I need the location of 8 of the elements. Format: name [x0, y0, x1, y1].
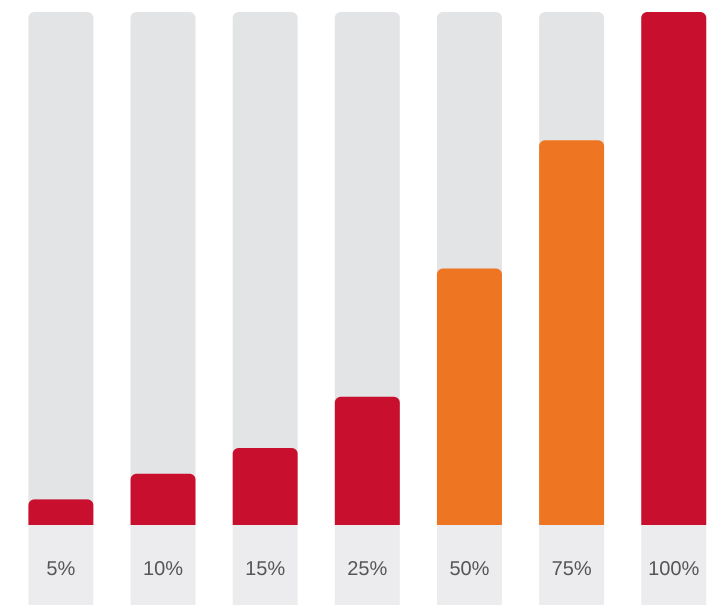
data-label: 5%	[46, 558, 76, 580]
data-label: 50%	[449, 558, 490, 580]
data-label: 100%	[648, 558, 700, 580]
data-label: 15%	[245, 558, 286, 580]
bar	[28, 499, 94, 525]
data-label: 25%	[347, 558, 388, 580]
data-label: 75%	[552, 558, 592, 580]
data-label: 10%	[143, 558, 184, 580]
